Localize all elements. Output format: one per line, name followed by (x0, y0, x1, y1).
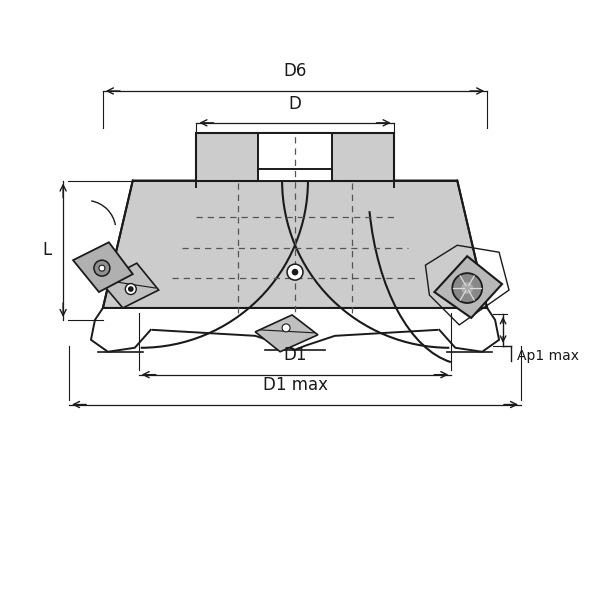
Text: L: L (42, 241, 51, 259)
Circle shape (282, 324, 290, 332)
Polygon shape (196, 133, 394, 181)
Circle shape (461, 282, 473, 294)
Polygon shape (101, 263, 158, 308)
Polygon shape (255, 315, 318, 352)
Text: D: D (289, 95, 301, 113)
Circle shape (129, 287, 133, 291)
Text: D1: D1 (283, 346, 307, 364)
Text: Ap1 max: Ap1 max (517, 349, 579, 363)
Polygon shape (258, 133, 332, 181)
Circle shape (293, 269, 298, 275)
Text: D1 max: D1 max (263, 376, 328, 394)
Polygon shape (103, 181, 487, 308)
Polygon shape (434, 256, 502, 318)
Circle shape (287, 264, 303, 280)
Text: D6: D6 (283, 62, 307, 80)
Circle shape (125, 284, 136, 295)
Circle shape (94, 260, 110, 276)
Polygon shape (73, 242, 133, 292)
Circle shape (99, 265, 105, 271)
Circle shape (452, 273, 482, 303)
